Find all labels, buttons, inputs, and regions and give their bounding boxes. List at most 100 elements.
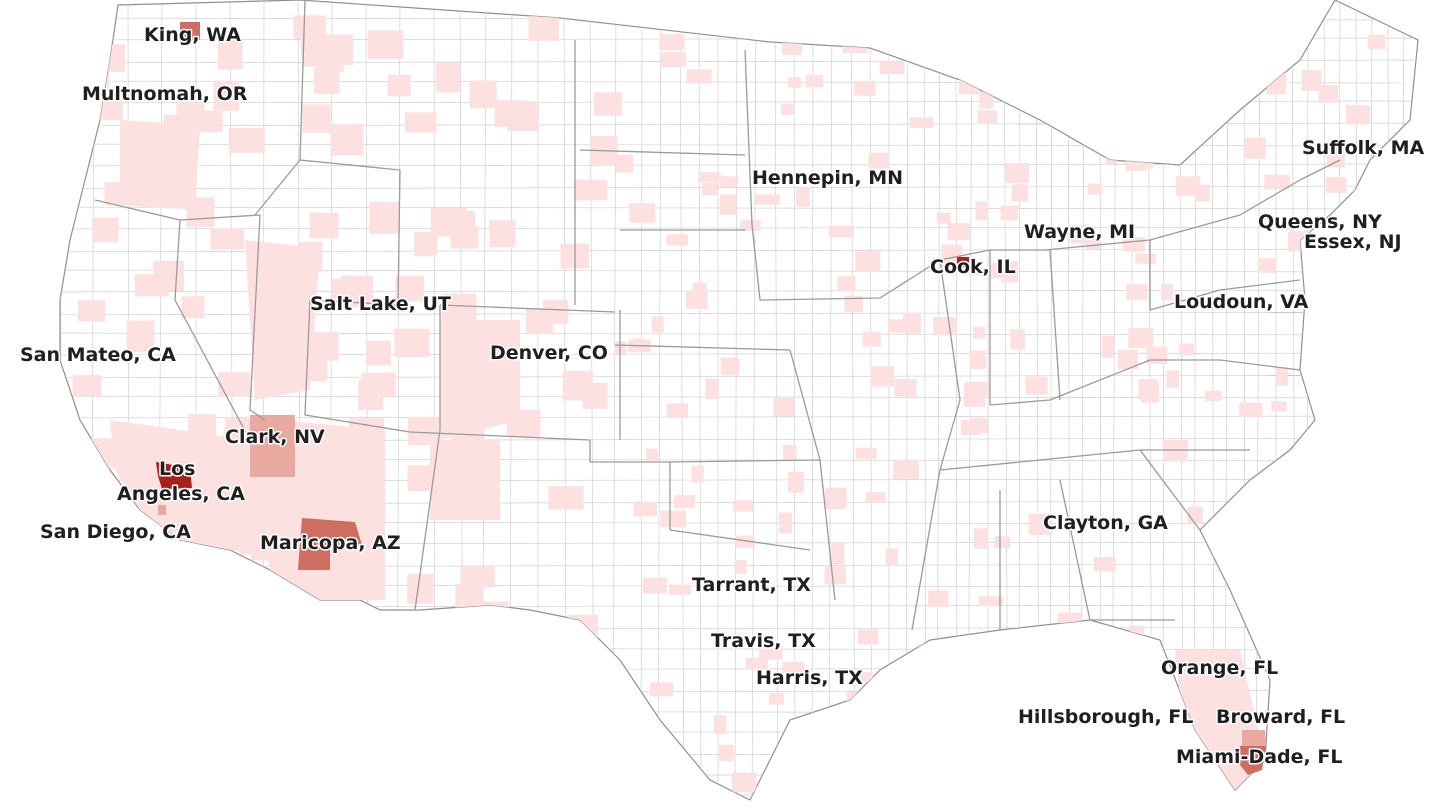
county-fill-low xyxy=(1166,370,1179,388)
county-fill-low xyxy=(1057,612,1081,624)
county-fill-low xyxy=(1364,370,1387,383)
county-fill-low xyxy=(435,62,460,93)
county-fill-low xyxy=(205,765,240,793)
label-broward-fl: Broward, FL xyxy=(1216,706,1345,728)
county-fill-low xyxy=(698,172,721,182)
county-fill-low xyxy=(1252,481,1268,502)
county-fill-low xyxy=(1277,603,1301,618)
county-fill-low xyxy=(990,263,1011,279)
county-fill-low xyxy=(1295,612,1313,635)
county-fill-low xyxy=(578,673,601,705)
county-fill-low xyxy=(909,117,934,128)
county-fill-low xyxy=(614,713,635,730)
county-fill-low xyxy=(1076,680,1094,696)
county-fill-low xyxy=(1057,25,1083,48)
label-king-wa: King, WA xyxy=(144,24,241,46)
county-fill-low xyxy=(594,92,622,116)
county-fill-low xyxy=(1271,401,1287,412)
county-san-diego-ca[interactable] xyxy=(158,505,166,515)
county-broward-fl[interactable] xyxy=(1242,730,1266,746)
county-los-angeles-ca[interactable] xyxy=(156,462,192,489)
county-fill-low xyxy=(686,69,712,84)
county-fill-low xyxy=(90,44,126,73)
county-cook-il[interactable] xyxy=(957,257,969,267)
county-fill-low xyxy=(1025,376,1048,395)
county-fill-low xyxy=(1379,299,1395,321)
county-fill-low xyxy=(842,41,868,54)
county-fill-low xyxy=(217,37,243,70)
county-fill-low xyxy=(828,225,854,238)
county-fill-low xyxy=(632,338,646,350)
new-mexico-fill xyxy=(430,440,500,520)
county-fill-low xyxy=(733,500,754,512)
county-fill-low xyxy=(1377,509,1399,521)
county-fill-low xyxy=(460,566,495,588)
county-fill-low xyxy=(1275,367,1288,386)
county-fill-low xyxy=(1072,233,1089,244)
county-fill-low xyxy=(507,101,539,131)
county-fill-low xyxy=(147,687,170,711)
county-fill-low xyxy=(1010,329,1025,350)
county-fill-low xyxy=(146,737,170,764)
county-fill-low xyxy=(1361,749,1382,770)
county-fill-low xyxy=(824,566,846,585)
county-king-wa[interactable] xyxy=(180,22,200,40)
county-fill-low xyxy=(525,308,553,334)
county-fill-low xyxy=(646,448,659,461)
county-fill-low xyxy=(837,276,856,292)
county-fill-low xyxy=(973,326,986,339)
county-fill-low xyxy=(920,22,942,37)
county-fill-low xyxy=(918,643,944,659)
county-fill-low xyxy=(673,495,696,509)
county-fill-low xyxy=(855,447,877,459)
county-fill-low xyxy=(893,459,919,480)
county-fill-low xyxy=(1361,529,1381,548)
county-fill-low xyxy=(969,418,988,434)
county-fill-low xyxy=(118,612,143,640)
county-fill-low xyxy=(1346,620,1365,636)
county-fill-low xyxy=(691,465,704,483)
county-fill-low xyxy=(115,715,139,739)
county-fill-low xyxy=(170,688,196,719)
county-fill-low xyxy=(626,737,645,748)
county-fill-low xyxy=(978,596,1004,607)
county-fill-low xyxy=(528,16,560,41)
state-border-west-coast-interior xyxy=(94,0,1341,631)
county-fill-low xyxy=(928,590,949,608)
county-fill-low xyxy=(1337,316,1357,330)
county-labels: King, WA Multnomah, OR San Mateo, CA Los… xyxy=(19,23,1427,770)
county-fill-low xyxy=(213,80,239,111)
county-fill-low xyxy=(449,617,482,639)
county-fill-low xyxy=(405,112,437,133)
county-fill-low xyxy=(783,445,797,462)
county-fill-low xyxy=(740,219,761,231)
county-fill-low xyxy=(1342,492,1356,513)
county-fill-low xyxy=(702,182,718,196)
county-fill-low xyxy=(1044,56,1069,68)
county-fill-low xyxy=(1385,753,1411,764)
county-fill-low xyxy=(1087,183,1102,195)
county-fill-low xyxy=(1179,343,1194,356)
washington-fill xyxy=(120,120,200,210)
county-miami-dade-fl[interactable] xyxy=(1240,746,1266,775)
county-fill-low xyxy=(1093,33,1108,50)
label-tarrant-tx: Tarrant, TX xyxy=(692,574,811,596)
county-fill-low xyxy=(466,608,490,630)
label-multnomah-or: Multnomah, OR xyxy=(82,83,248,105)
county-fill-low xyxy=(1205,390,1222,401)
county-fill-low xyxy=(369,202,400,234)
county-fill-low xyxy=(961,701,977,719)
county-fill-low xyxy=(633,501,658,517)
county-fill-low xyxy=(1120,112,1140,128)
county-fill-low xyxy=(685,291,708,309)
county-fill-low xyxy=(413,232,438,257)
county-fill-low xyxy=(719,744,734,761)
county-fill-low xyxy=(968,262,982,276)
county-maricopa-az[interactable] xyxy=(298,518,362,570)
county-fill-low xyxy=(1135,253,1157,264)
county-fill-low xyxy=(1239,402,1263,418)
county-clark-nv[interactable] xyxy=(250,415,295,477)
county-fill-low xyxy=(745,657,768,670)
county-fill-low xyxy=(1133,639,1152,659)
county-fill-low xyxy=(72,375,102,396)
